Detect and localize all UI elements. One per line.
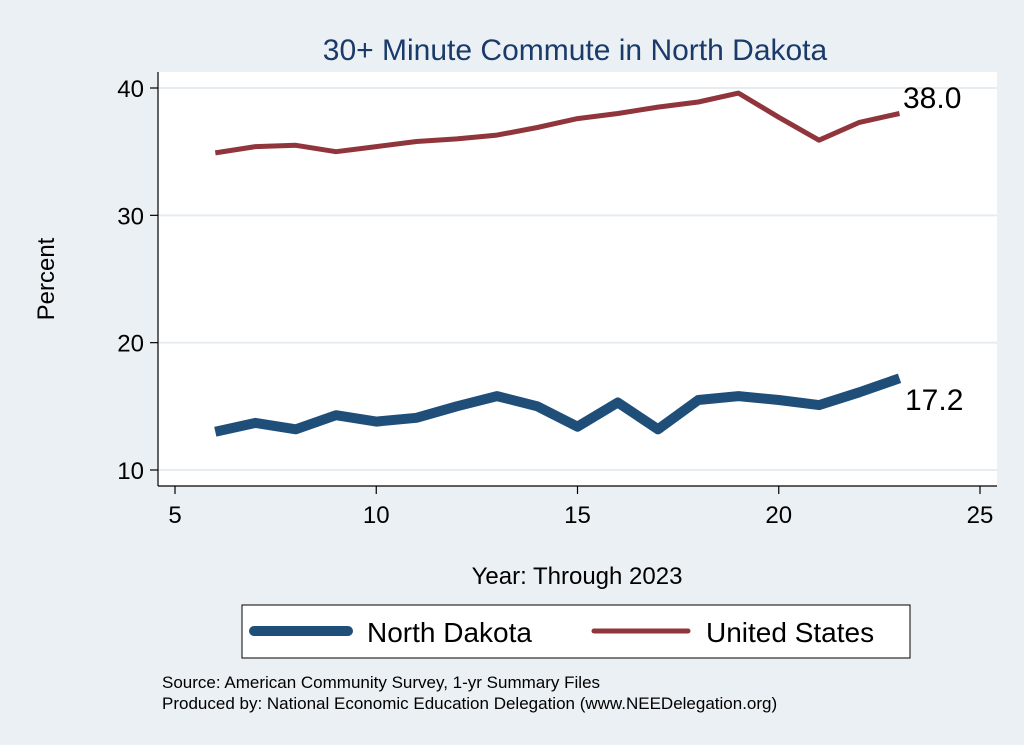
series-layer	[214, 90, 902, 437]
x-tick-label-25: 25	[967, 502, 994, 529]
end-label-north-dakota: 17.2	[905, 384, 963, 417]
y-ticks: 10 20 30 40	[117, 76, 158, 485]
produced-by-note: Produced by: National Economic Education…	[162, 694, 777, 713]
gridlines	[158, 87, 997, 471]
y-tick-label-40: 40	[117, 76, 144, 103]
y-tick-label-20: 20	[117, 331, 144, 358]
x-tick-label-15: 15	[564, 502, 591, 529]
chart-title: 30+ Minute Commute in North Dakota	[323, 34, 828, 67]
x-tick-label-10: 10	[363, 502, 390, 529]
x-axis-label: Year: Through 2023	[472, 563, 683, 590]
x-tick-label-20: 20	[765, 502, 792, 529]
x-ticks: 5 10 15 20 25	[168, 486, 993, 529]
series-line-north-dakota	[214, 373, 902, 437]
x-tick-label-5: 5	[168, 502, 181, 529]
legend-label-north-dakota: North Dakota	[367, 617, 532, 648]
legend: North Dakota United States	[241, 604, 911, 659]
legend-box	[241, 604, 911, 659]
y-tick-label-10: 10	[117, 458, 144, 485]
end-label-united-states: 38.0	[903, 82, 961, 115]
y-axis-label: Percent	[33, 237, 60, 320]
source-note: Source: American Community Survey, 1-yr …	[162, 673, 600, 692]
plot-area	[158, 72, 997, 486]
series-line-united-states	[214, 90, 901, 156]
y-tick-label-30: 30	[117, 203, 144, 230]
legend-label-united-states: United States	[706, 617, 874, 648]
